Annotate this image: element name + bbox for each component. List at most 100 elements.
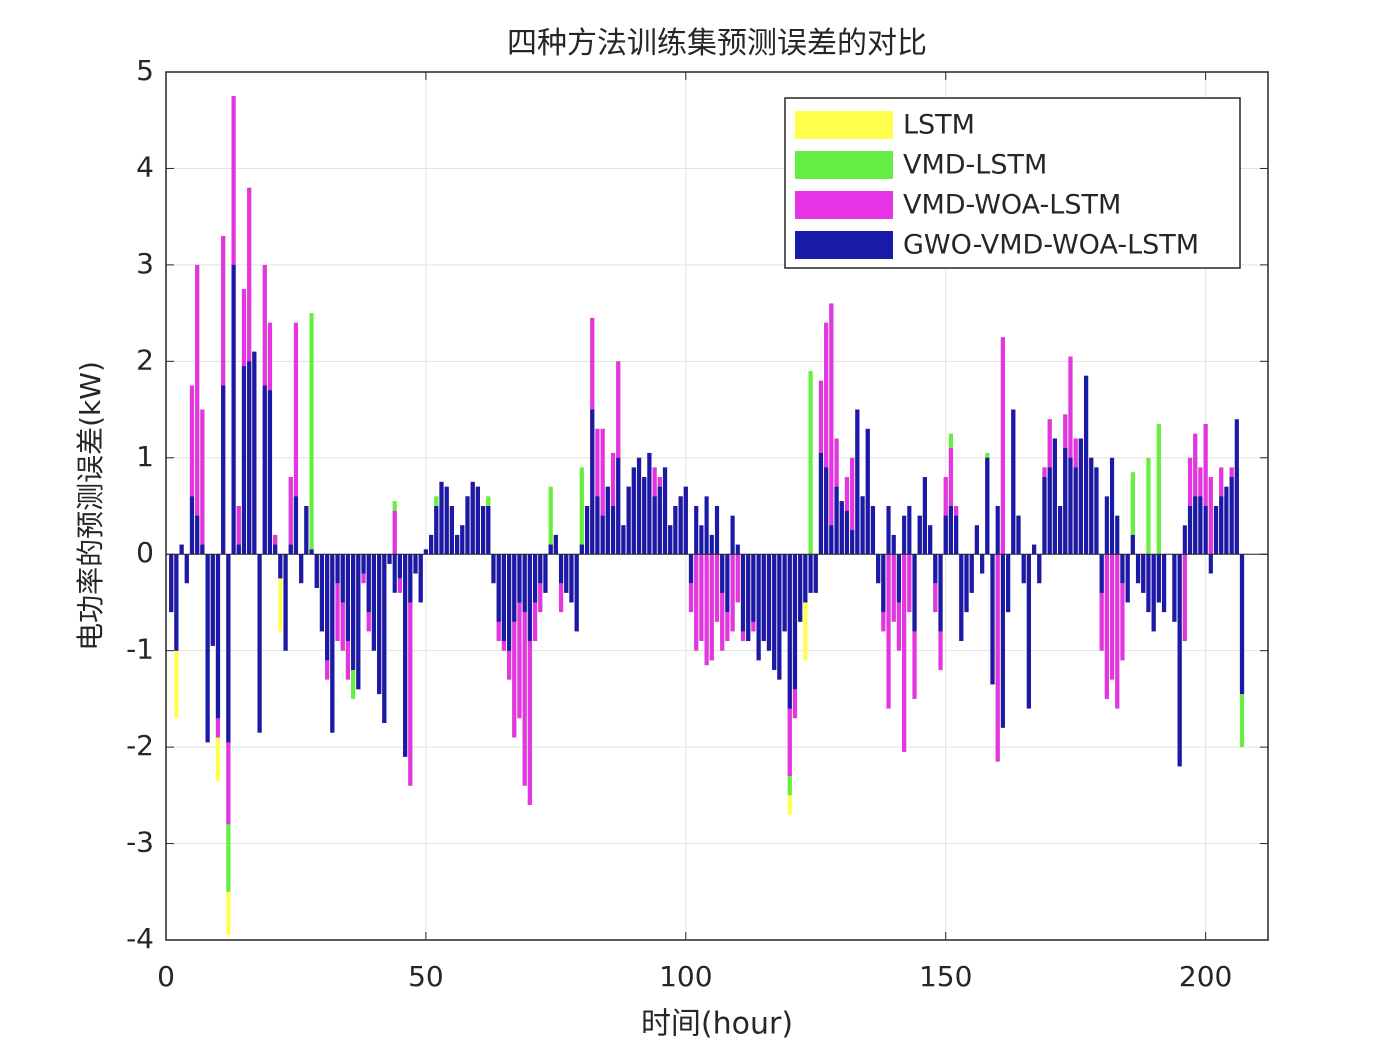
bar	[221, 385, 226, 555]
bar	[792, 554, 798, 690]
bar	[195, 264, 200, 555]
bar	[236, 544, 241, 555]
bar	[766, 554, 772, 651]
bar	[351, 554, 356, 670]
bar	[408, 554, 413, 603]
bar	[1208, 477, 1213, 555]
bar	[377, 554, 382, 695]
bar	[621, 525, 626, 555]
bar	[512, 554, 517, 738]
bar	[283, 554, 288, 651]
legend-label: GWO-VMD-WOA-LSTM	[903, 230, 1199, 261]
x-tick-label: 0	[157, 960, 175, 993]
bar	[1104, 496, 1109, 555]
bar	[1042, 477, 1047, 555]
bar	[834, 486, 839, 555]
bar	[600, 428, 605, 555]
bar	[1109, 554, 1115, 680]
bar	[1057, 506, 1063, 555]
bar	[501, 554, 506, 642]
x-tick-label: 150	[919, 960, 972, 993]
bar	[1063, 448, 1068, 555]
bar	[361, 554, 366, 574]
bar	[574, 554, 579, 632]
bar	[330, 554, 335, 733]
legend-swatch	[795, 151, 893, 179]
bar	[787, 554, 792, 709]
bar	[610, 506, 616, 555]
bar	[579, 467, 584, 555]
bar	[1115, 515, 1120, 555]
bar	[314, 554, 319, 588]
legend-swatch	[795, 231, 893, 259]
bar	[730, 515, 735, 555]
bar	[309, 313, 314, 555]
bar	[1193, 433, 1198, 555]
bar	[730, 554, 735, 632]
bar	[1141, 554, 1146, 593]
bar	[813, 554, 818, 593]
bar	[1052, 438, 1057, 555]
bar	[465, 496, 470, 555]
bar	[195, 515, 200, 555]
legend-swatch	[795, 111, 893, 139]
bar	[595, 428, 600, 555]
bar	[668, 525, 673, 555]
bar	[590, 409, 595, 555]
bar	[917, 515, 922, 555]
bar	[902, 515, 907, 555]
y-tick-label: 4	[136, 150, 154, 183]
bar	[740, 554, 746, 632]
bar	[179, 544, 184, 555]
bar	[985, 457, 990, 555]
bar	[652, 496, 657, 555]
bar	[647, 452, 652, 555]
bar	[824, 322, 829, 555]
bar	[1229, 477, 1234, 555]
bar	[907, 554, 912, 613]
bar	[933, 554, 938, 584]
bar	[267, 390, 273, 555]
bar	[532, 554, 538, 603]
bar	[1187, 506, 1193, 555]
bar	[1203, 506, 1208, 555]
bar	[948, 506, 953, 555]
bar	[980, 554, 985, 574]
bar	[371, 554, 377, 651]
bar	[423, 549, 428, 555]
bar	[673, 506, 678, 555]
bar	[839, 501, 844, 555]
bar	[595, 496, 600, 555]
bar	[491, 554, 496, 584]
bar	[288, 544, 293, 555]
bar	[558, 554, 564, 584]
bar	[449, 506, 454, 555]
bar	[881, 554, 886, 613]
bar	[522, 554, 527, 786]
bar	[1099, 554, 1104, 593]
bar	[397, 554, 402, 579]
bar	[189, 496, 195, 555]
bar	[257, 554, 262, 733]
y-tick-label: -3	[126, 826, 154, 859]
bar	[434, 506, 439, 555]
bar	[891, 554, 896, 622]
x-tick-label: 200	[1179, 960, 1232, 993]
bar	[1000, 337, 1005, 555]
bar	[325, 554, 330, 661]
bar	[1198, 496, 1203, 555]
bar	[1026, 554, 1031, 709]
bar	[252, 351, 257, 555]
bar	[584, 506, 590, 555]
bar	[1021, 554, 1026, 584]
bar	[1073, 467, 1078, 555]
bar	[969, 554, 974, 593]
bar	[1156, 424, 1161, 555]
bar	[481, 506, 486, 555]
bar	[974, 525, 979, 555]
bar	[964, 554, 969, 613]
bar	[340, 554, 345, 603]
bar	[517, 554, 522, 719]
bar	[636, 457, 642, 555]
bar	[1099, 554, 1104, 651]
